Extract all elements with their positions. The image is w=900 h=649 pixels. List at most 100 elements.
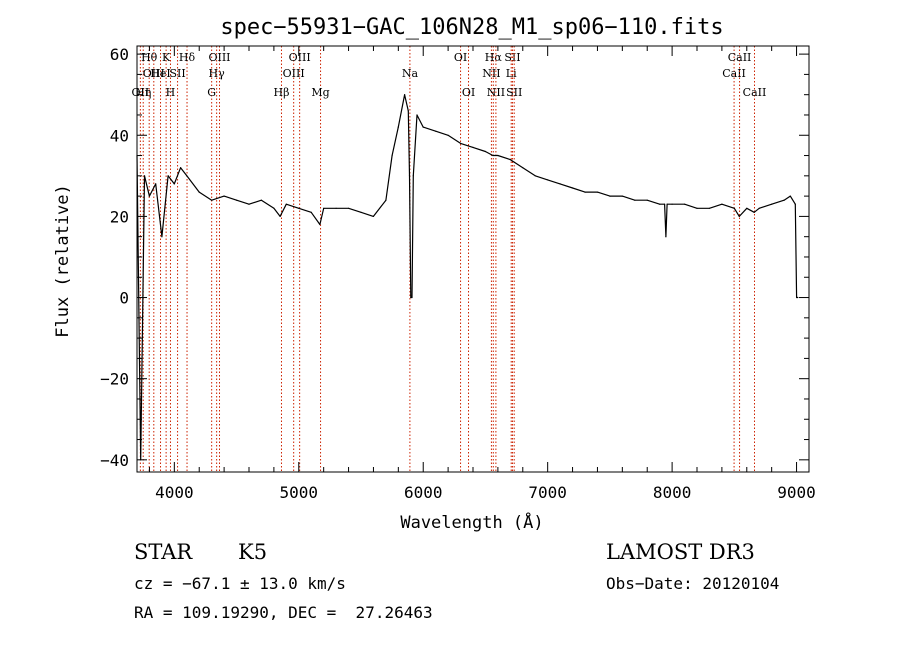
spectral-line-label-7: SII	[169, 67, 185, 80]
plot-frame	[136, 45, 810, 473]
spectral-line-label-11: OIII	[208, 51, 230, 64]
data-point-0-10	[198, 191, 200, 193]
spectral-line-label-17: OI	[454, 51, 467, 64]
data-point-0-23	[335, 207, 337, 209]
x-tick-label-3: 7000	[528, 483, 567, 502]
data-point-0-56	[646, 199, 648, 201]
survey-name: LAMOST DR3	[606, 540, 755, 564]
x-tick-label-4: 8000	[653, 483, 692, 502]
object-subclass: K5	[238, 540, 268, 564]
spectral-line-markers: OIIHηHθOIIIHeIKHSIIHδGHγOIIIHβOIIIOIIIMg…	[132, 46, 767, 472]
series-layer	[136, 94, 799, 461]
data-point-0-8	[180, 167, 182, 169]
spectral-line-label-4: HeI	[150, 67, 170, 80]
data-point-0-28	[391, 154, 393, 157]
data-point-0-63	[696, 207, 698, 209]
data-point-0-17	[279, 215, 281, 217]
x-tick-label-2: 6000	[404, 483, 443, 502]
data-point-0-42	[484, 150, 486, 153]
data-point-0-35	[412, 175, 414, 177]
y-tick-label-4: 40	[110, 126, 129, 145]
y-tick-label-3: 20	[110, 207, 129, 226]
spectral-line-label-2: Hθ	[141, 51, 158, 64]
data-point-0-36	[416, 114, 418, 116]
data-point-0-4	[155, 183, 157, 185]
data-point-0-6	[167, 175, 169, 177]
data-point-0-37	[422, 126, 424, 128]
data-point-0-7	[173, 183, 175, 185]
spectral-line-label-8: Hδ	[179, 51, 196, 64]
data-point-0-43	[492, 154, 494, 157]
data-point-0-50	[572, 187, 574, 189]
data-point-0-41	[472, 146, 474, 148]
spectral-line-label-12: Hβ	[274, 86, 290, 99]
data-point-0-59	[665, 236, 667, 238]
data-point-0-66	[733, 207, 735, 209]
sky-coordinates: RA = 109.19290, DEC = 27.26463	[134, 603, 433, 622]
data-point-0-55	[634, 199, 636, 201]
data-point-0-38	[435, 130, 437, 132]
spectral-line-label-10: Hγ	[209, 67, 226, 80]
spectral-line-label-20: Hα	[485, 51, 503, 64]
data-point-0-68	[746, 207, 748, 209]
data-point-0-76	[797, 296, 799, 299]
data-point-0-12	[223, 195, 225, 197]
spectral-line-label-1: Hη	[135, 86, 151, 99]
data-point-0-72	[783, 199, 785, 201]
data-point-0-64	[708, 207, 711, 209]
spectral-line-label-6: H	[166, 86, 176, 99]
data-point-0-44	[497, 154, 499, 157]
data-point-0-54	[621, 195, 623, 197]
data-point-0-51	[584, 191, 586, 193]
spectral-line-label-23: SII	[504, 51, 520, 64]
data-point-0-27	[385, 199, 387, 201]
y-tick-label-5: 60	[110, 45, 129, 64]
data-point-0-21	[319, 223, 321, 226]
data-point-0-71	[771, 203, 773, 205]
data-point-0-49	[559, 183, 561, 185]
spectral-line-label-13: OIII	[283, 67, 305, 80]
spectral-line-label-5: K	[162, 51, 171, 64]
redshift-cz: cz = −67.1 ± 13.0 km/s	[134, 574, 346, 593]
spectral-line-label-19: NII	[482, 67, 500, 80]
spectral-line-label-0: OII	[132, 86, 150, 99]
data-point-0-67	[738, 215, 740, 217]
spectral-line-label-27: CaII	[743, 86, 767, 99]
data-point-0-15	[260, 199, 262, 201]
data-point-0-20	[310, 211, 312, 213]
data-point-0-30	[404, 94, 406, 96]
data-point-0-26	[372, 215, 374, 217]
x-tick-label-0: 4000	[155, 483, 194, 502]
x-axis-label: Wavelength (Å)	[400, 511, 543, 533]
data-point-0-25	[360, 211, 362, 213]
data-point-0-14	[248, 203, 250, 205]
data-point-0-60	[666, 203, 668, 205]
spectral-line-label-15: Mg	[311, 86, 329, 99]
data-point-0-62	[684, 203, 686, 205]
data-point-0-73	[789, 195, 791, 197]
data-point-0-40	[460, 142, 462, 144]
spectral-line-label-21: NII	[487, 86, 505, 99]
data-point-0-48	[547, 179, 549, 181]
data-point-0-70	[758, 207, 760, 209]
data-point-0-18	[285, 203, 287, 205]
data-point-0-69	[753, 211, 755, 213]
data-point-0-61	[671, 203, 673, 205]
data-point-0-2	[143, 175, 146, 177]
y-tick-label-2: 0	[119, 289, 129, 308]
data-point-0-39	[447, 134, 449, 136]
spectral-line-label-16: Na	[402, 67, 419, 80]
data-point-0-57	[659, 203, 661, 205]
x-tick-label-1: 5000	[280, 483, 319, 502]
data-point-0-32	[408, 175, 411, 177]
spectral-line-label-9: G	[207, 86, 216, 99]
spectral-line-label-3: OIII	[143, 67, 165, 80]
data-point-0-13	[236, 199, 238, 201]
data-point-0-29	[397, 126, 399, 128]
data-point-0-65	[721, 203, 723, 205]
data-point-0-45	[509, 159, 511, 161]
y-tick-label-0: −40	[100, 451, 129, 470]
object-class: STAR	[134, 540, 193, 564]
data-point-0-11	[211, 199, 213, 201]
spectral-line-label-18: OI	[462, 86, 475, 99]
